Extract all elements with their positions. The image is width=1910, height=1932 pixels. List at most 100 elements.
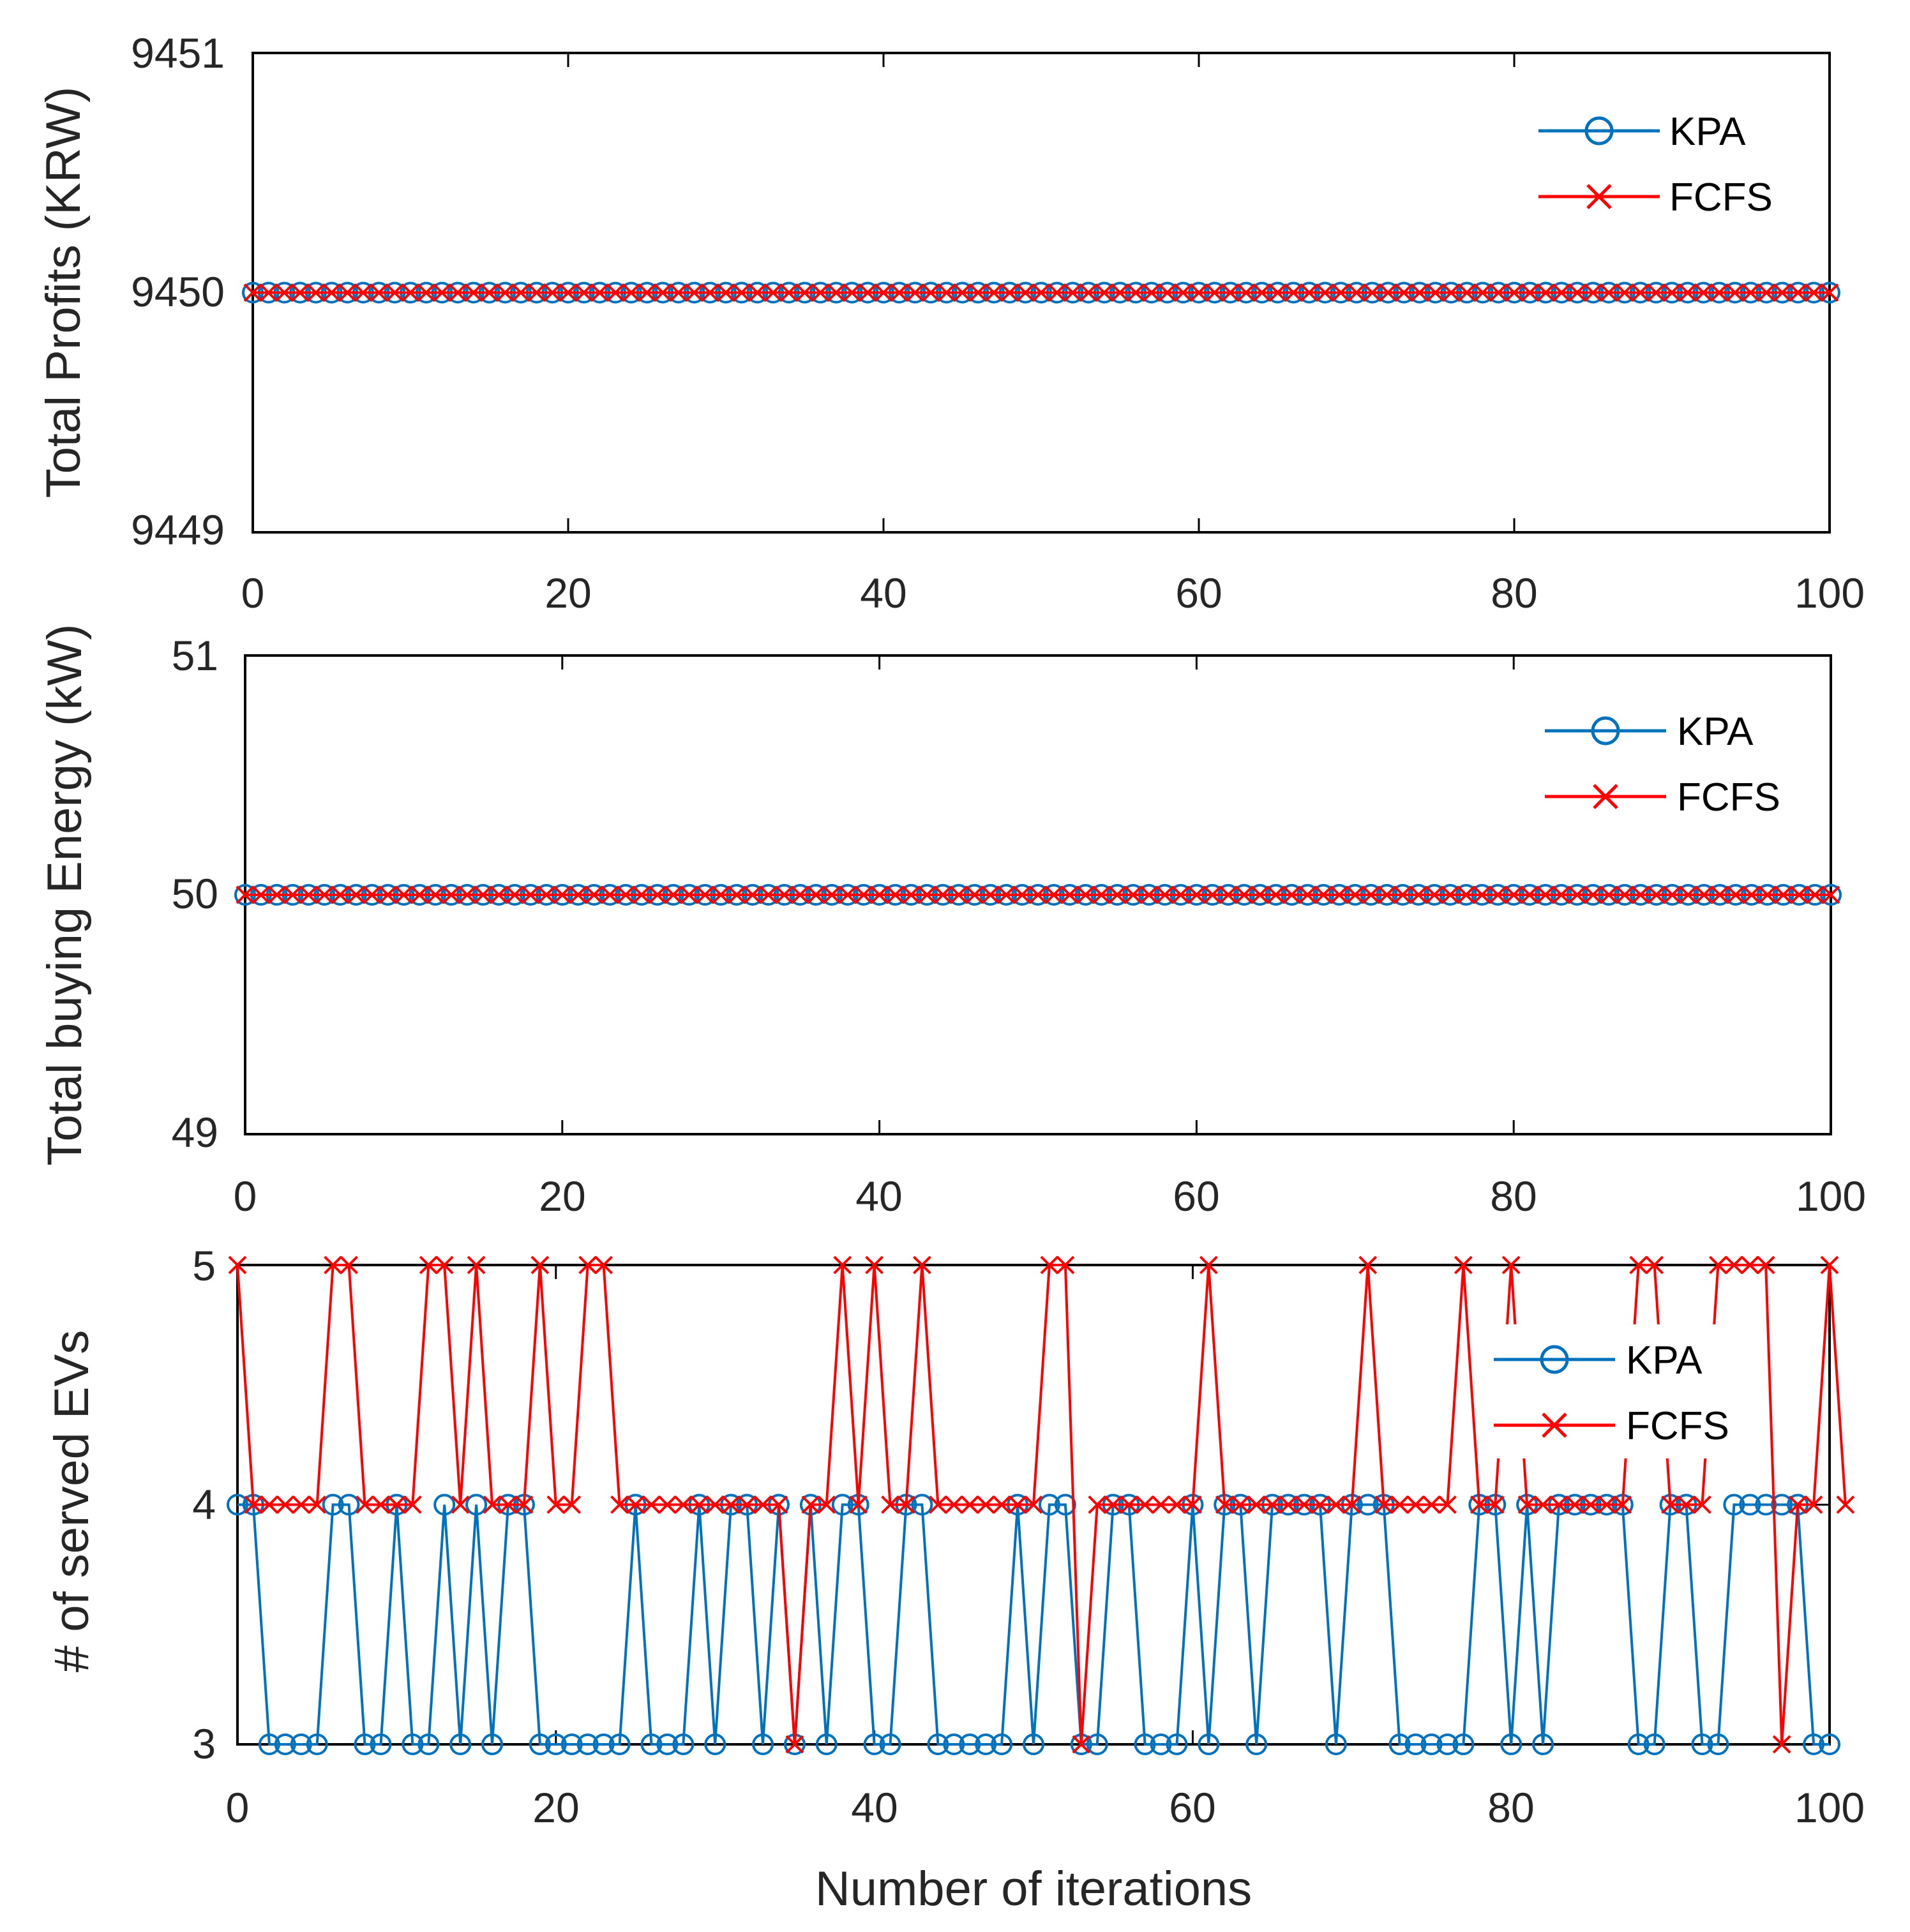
fcfs-point [992,1495,1011,1514]
fcfs-point [1295,1495,1314,1514]
fcfs-point [1205,283,1224,302]
fcfs-point [968,283,988,302]
xtick-label: 100 [1794,569,1865,617]
legend-kpa-marker [1584,116,1614,146]
fcfs-point [1342,1495,1362,1514]
fcfs-point [1552,283,1571,302]
kpa-point [1198,1734,1220,1755]
kpa-point [1357,1494,1379,1516]
ytick-label: 4 [192,1481,216,1528]
fcfs-point [1473,283,1493,302]
fcfs-point [480,283,499,302]
fcfs-point [1311,1495,1330,1514]
kpa-point [1707,1734,1729,1755]
fcfs-point [259,283,278,302]
fcfs-point [274,283,294,302]
fcfs-point [1441,885,1460,904]
kpa-point [338,1494,360,1516]
kpa-point [863,1734,885,1755]
kpa-point [1771,1494,1793,1516]
panel-profits: 9449 9450 9451 0 20 40 60 80 100 Total P… [36,29,1865,617]
fcfs-point [1263,1495,1282,1514]
fcfs-point [1581,1495,1600,1514]
kpa-point [656,1734,679,1755]
fcfs-point [1056,1255,1075,1275]
fcfs-point [1158,283,1177,302]
fcfs-point [833,1255,852,1275]
fcfs-point [1820,283,1839,302]
fcfs-point [921,283,940,302]
fcfs-point [283,885,302,904]
fcfs-point [1298,885,1317,904]
fcfs-point [559,283,578,302]
fcfs-point [1378,885,1396,904]
kpa-point [560,1734,583,1755]
fcfs-point [1072,1735,1091,1754]
fcfs-point [874,283,893,302]
fcfs-point [897,1495,915,1514]
fcfs-point [1168,1495,1186,1514]
xtick-label: 40 [860,569,906,617]
fcfs-point [1079,283,1098,302]
fcfs-point [1756,1255,1775,1275]
x-axis-label: Number of iterations [815,1862,1252,1916]
xtick-label: 80 [1487,1784,1534,1831]
fcfs-point [1536,885,1555,904]
fcfs-point [1536,283,1555,302]
fcfs-point [1774,885,1793,904]
kpa-point [1023,1734,1044,1755]
fcfs-point [1646,283,1666,302]
legend-kpa-label: KPA [1677,710,1754,754]
fcfs-point [1549,1495,1568,1514]
fcfs-point [732,283,751,302]
fcfs-point [1820,1255,1839,1275]
fcfs-point [490,885,508,904]
fcfs-point [1693,1495,1711,1514]
fcfs-point [1710,283,1729,302]
fcfs-point [913,1255,931,1275]
fcfs-point [1363,283,1382,302]
fcfs-point [1393,885,1412,904]
fcfs-point [811,283,830,302]
kpa-point [943,1734,965,1755]
fcfs-point [700,283,719,302]
fcfs-point [996,885,1016,904]
fcfs-point [1104,1495,1123,1514]
fcfs-point [1300,283,1319,302]
fcfs-point [680,885,698,904]
kpa-point [1404,1734,1427,1755]
fcfs-point [1726,283,1745,302]
kpa-point [258,1734,280,1755]
ytick-label: 9450 [131,268,225,315]
fcfs-point [1237,283,1256,302]
legend-kpa-label: KPA [1626,1338,1703,1382]
fcfs-point [1409,885,1428,904]
kpa-point [290,1734,312,1755]
fcfs-point [1199,1255,1218,1275]
fcfs-point [308,1495,327,1514]
fcfs-point [610,1495,629,1514]
fcfs-point [324,1255,343,1275]
kpa-point [1627,1734,1650,1755]
legend-fcfs-label: FCFS [1626,1404,1729,1448]
fcfs-point [1740,1255,1759,1275]
xtick-label: 80 [1491,569,1537,617]
fcfs-point [1426,283,1445,302]
fcfs-point [1789,885,1808,904]
fcfs-point [252,885,271,904]
fcfs-point [1362,885,1381,904]
fcfs-point [403,1495,422,1514]
xtick-label: 100 [1794,1784,1865,1831]
fcfs-point [483,1495,502,1514]
fcfs-point [1331,283,1350,302]
fcfs-point [1152,1495,1170,1514]
fcfs-point [1645,1255,1664,1275]
fcfs-point [981,885,1000,904]
legend-fcfs-marker [1586,184,1612,209]
fcfs-point [759,885,778,904]
fcfs-point [1124,885,1143,904]
fcfs-point [1012,885,1032,904]
fcfs-point [1599,885,1618,904]
fcfs-point [1142,283,1161,302]
